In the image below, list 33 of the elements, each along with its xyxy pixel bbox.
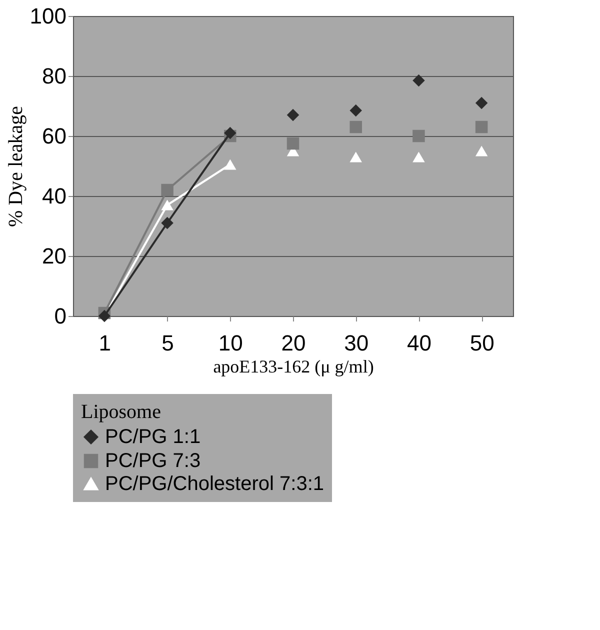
point xyxy=(286,108,300,122)
point xyxy=(412,152,425,162)
x-tick-label: 40 xyxy=(406,330,432,356)
x-tick-label: 30 xyxy=(344,330,369,356)
point xyxy=(286,137,300,150)
point xyxy=(412,130,425,142)
y-tick-label: 0 xyxy=(54,304,66,328)
legend-label: PC/PG 7:3 xyxy=(105,450,201,472)
x-axis-title: apoE133-162 (μ g/ml) xyxy=(213,356,374,376)
y-tick-label: 40 xyxy=(42,184,66,208)
point xyxy=(475,120,488,134)
y-tick-label: 100 xyxy=(30,4,66,28)
legend-title: Liposome xyxy=(81,401,162,423)
y-tick-label: 60 xyxy=(42,124,66,148)
point xyxy=(350,152,362,162)
point xyxy=(161,184,174,196)
y-axis-title: % Dye leakage xyxy=(4,106,27,228)
x-tick-label: 50 xyxy=(470,330,494,356)
x-tick-label: 10 xyxy=(218,330,243,356)
point xyxy=(224,126,236,140)
x-tick-label: 1 xyxy=(98,330,112,356)
legend-label: PC/PG/Cholesterol 7:3:1 xyxy=(105,473,324,495)
point xyxy=(161,216,174,230)
point xyxy=(475,146,488,156)
point xyxy=(475,96,488,110)
y-tick-label: 20 xyxy=(42,244,66,268)
point xyxy=(350,120,362,134)
legend-label: PC/PG 1:1 xyxy=(105,426,201,448)
x-tick-label: 20 xyxy=(281,330,306,356)
x-tick-label: 5 xyxy=(162,330,174,356)
point xyxy=(412,74,425,87)
y-tick-label: 80 xyxy=(42,64,66,88)
point xyxy=(350,104,362,117)
